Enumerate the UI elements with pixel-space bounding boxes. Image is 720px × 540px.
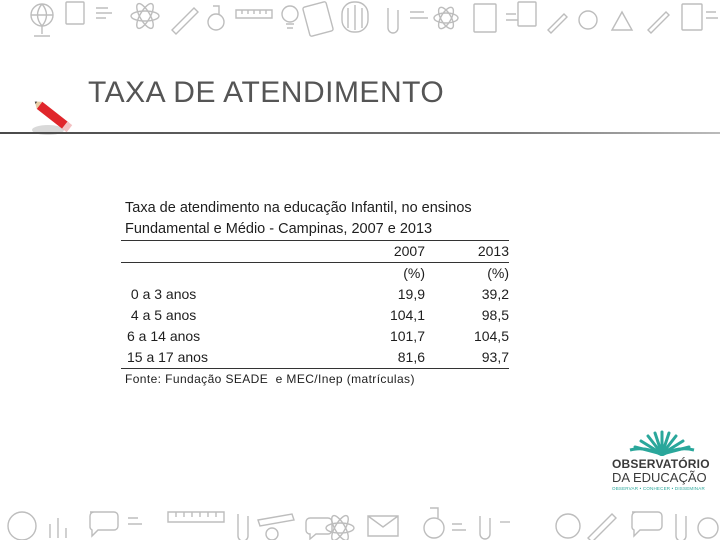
header-year-2013: 2013 xyxy=(477,243,509,259)
pencil-icon xyxy=(587,513,617,540)
table-source: Fonte: Fundação SEADE e MEC/Inep (matríc… xyxy=(125,372,415,386)
open-book-icon xyxy=(629,430,695,456)
book-icon xyxy=(681,3,703,31)
logo-name-line1: OBSERVATÓRIO xyxy=(612,457,710,471)
book-icon xyxy=(65,1,85,25)
lines-icon xyxy=(706,11,718,19)
lightbulb-icon xyxy=(281,5,299,23)
globe-icon xyxy=(697,517,719,539)
globe-icon xyxy=(30,3,54,37)
speech-bubble-icon xyxy=(631,511,663,538)
pencil-icon xyxy=(171,7,199,35)
tablet-icon xyxy=(302,1,334,37)
paperclip-icon xyxy=(387,8,399,34)
book-icon xyxy=(473,3,497,33)
table-row: 6 a 14 anos 101,7 104,5 xyxy=(121,326,509,347)
lines-icon xyxy=(128,517,142,525)
row-value-2007: 104,1 xyxy=(389,307,425,323)
logo-tagline: OBSERVAR • CONHECER • DISSEMINAR xyxy=(612,486,705,491)
speech-bubble-icon xyxy=(305,517,333,540)
observatorio-logo: OBSERVATÓRIO DA EDUCAÇÃO OBSERVAR • CONH… xyxy=(612,428,712,493)
row-label: 6 a 14 anos xyxy=(127,328,201,344)
header-unit-2013: (%) xyxy=(487,265,509,281)
logo-name-line2: DA EDUCAÇÃO xyxy=(612,470,707,485)
paperclip-icon xyxy=(479,516,491,540)
title-divider xyxy=(0,132,720,134)
lines-icon xyxy=(506,13,518,21)
row-value-2013: 39,2 xyxy=(481,286,509,302)
row-value-2007: 101,7 xyxy=(389,328,425,344)
table-caption-line2: Fundamental e Médio - Campinas, 2007 e 2… xyxy=(125,221,433,237)
apple-icon xyxy=(555,513,581,539)
row-value-2013: 104,5 xyxy=(473,328,509,344)
speech-bubble-icon xyxy=(89,511,119,538)
data-table: Taxa de atendimento na educação Infantil… xyxy=(121,198,509,389)
paperclip-icon xyxy=(675,514,687,540)
header-blank xyxy=(121,263,327,284)
table-row: 4 a 5 anos 104,1 98,5 xyxy=(121,305,509,326)
table-row: 15 a 17 anos 81,6 93,7 xyxy=(121,347,509,368)
bottom-doodle-border xyxy=(0,498,720,540)
row-label: 15 a 17 anos xyxy=(127,349,208,365)
lines-icon xyxy=(96,7,112,19)
pencil-icon xyxy=(547,13,568,34)
paperclip-icon xyxy=(237,514,249,540)
header-blank xyxy=(121,241,327,262)
atom-icon xyxy=(325,514,355,540)
table-row: 0 a 3 anos 19,9 39,2 xyxy=(121,284,509,305)
triangle-icon xyxy=(610,10,634,31)
table-caption-line1: Taxa de atendimento na educação Infantil… xyxy=(125,200,472,216)
pencil-icon xyxy=(257,513,295,527)
flask-icon xyxy=(423,517,445,539)
row-value-2007: 81,6 xyxy=(397,349,425,365)
apple-icon xyxy=(578,10,598,30)
row-value-2013: 98,5 xyxy=(481,307,509,323)
table-top-rule xyxy=(121,240,509,241)
bottom-doodle-icons xyxy=(7,507,719,540)
row-label: 4 a 5 anos xyxy=(127,307,197,323)
table-header-rule xyxy=(121,262,509,263)
apple-icon xyxy=(265,527,279,540)
page-title: TAXA DE ATENDIMENTO xyxy=(88,76,445,109)
row-label: 0 a 3 anos xyxy=(127,286,197,302)
table-header-units: (%) (%) xyxy=(121,263,509,284)
table-bottom-rule xyxy=(121,368,509,369)
envelope-icon xyxy=(367,515,399,537)
notebook-icon xyxy=(517,1,537,27)
row-value-2007: 19,9 xyxy=(397,286,425,302)
top-doodle-icons xyxy=(30,1,718,37)
header-unit-2007: (%) xyxy=(403,265,425,281)
header-year-2007: 2007 xyxy=(393,243,425,259)
row-value-2013: 93,7 xyxy=(481,349,509,365)
chart-bars-icon xyxy=(49,518,67,538)
ruler-icon xyxy=(235,9,273,19)
atom-icon xyxy=(130,2,160,30)
lines-icon xyxy=(452,523,466,531)
pencil-icon xyxy=(647,11,670,34)
ruler-icon xyxy=(167,511,225,523)
lines-icon xyxy=(410,11,428,19)
globe-icon xyxy=(7,511,37,540)
flask-icon xyxy=(207,13,225,31)
shell-icon xyxy=(341,1,369,33)
top-doodle-border xyxy=(0,0,720,42)
table-header-years: 2007 2013 xyxy=(121,241,509,262)
atom-icon xyxy=(433,6,459,30)
